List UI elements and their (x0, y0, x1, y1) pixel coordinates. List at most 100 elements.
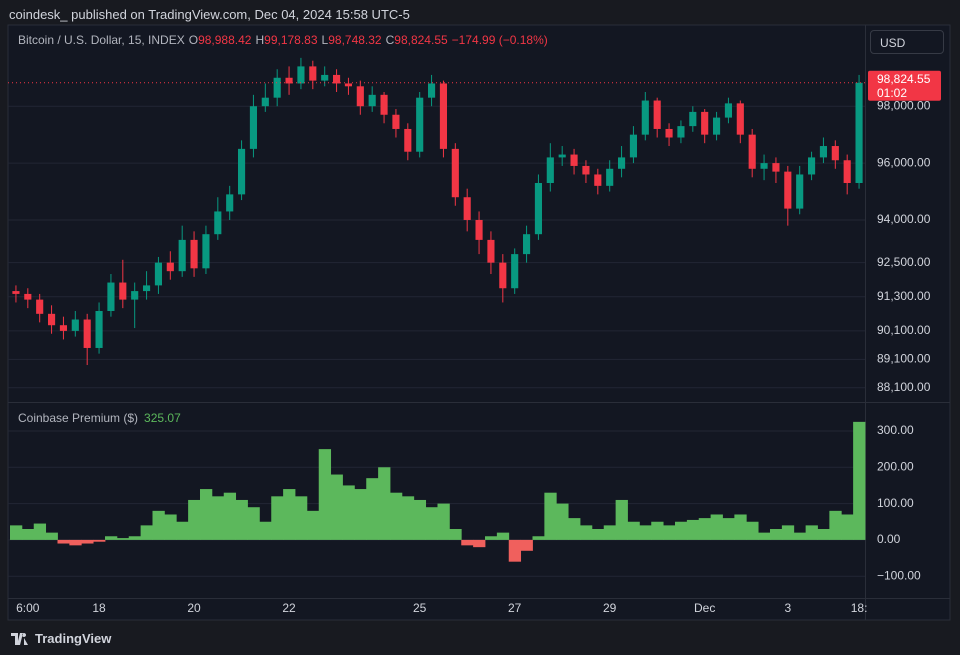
premium-bar (271, 496, 284, 540)
premium-bar (817, 529, 830, 540)
premium-bar (93, 539, 106, 542)
candle-body (48, 313, 56, 326)
premium-bar (413, 499, 427, 540)
premium-bar (698, 518, 712, 540)
premium-bar (235, 499, 248, 540)
premium-bar (318, 449, 332, 540)
candle-body (534, 183, 542, 235)
candle-body (760, 163, 768, 169)
premium-bar (354, 489, 367, 540)
candle-body (831, 146, 839, 161)
y-tick-label: −100.00 (877, 568, 921, 582)
premium-bar (211, 496, 225, 540)
premium-bar (591, 529, 605, 540)
premium-bar (295, 496, 308, 540)
candle-body (273, 77, 281, 98)
x-tick-label: 29 (603, 601, 617, 615)
series-header: Bitcoin / U.S. Dollar, 15, INDEX O98,988… (18, 33, 548, 47)
premium-bar (734, 514, 747, 540)
premium-bar (105, 536, 118, 540)
y-tick-label: 94,000.00 (877, 212, 931, 226)
candle-body (368, 94, 376, 107)
footer-brand: TradingView (35, 631, 112, 646)
candle-body (95, 310, 103, 348)
premium-bar (496, 532, 510, 540)
candle-body (796, 174, 804, 209)
candle-body (285, 77, 293, 84)
candle-body (558, 154, 566, 158)
candle-body (356, 86, 364, 107)
premium-bar (140, 525, 153, 540)
ohlc-value: 99,178.83 (264, 33, 318, 47)
premium-bar (164, 514, 177, 540)
candle-body (819, 146, 827, 158)
candle-body (511, 254, 519, 289)
premium-bar (81, 539, 94, 544)
candle-body (297, 66, 305, 84)
candle-body (202, 234, 210, 269)
y-tick-label: 200.00 (877, 459, 914, 473)
candle-body (618, 157, 626, 169)
indicator-header: Coinbase Premium ($) 325.07 (18, 411, 181, 425)
candle-body (772, 163, 780, 172)
y-tick-label: 300.00 (877, 423, 914, 437)
candle-body (178, 239, 186, 272)
premium-bar (603, 525, 617, 540)
premium-bar (580, 525, 593, 540)
premium-bar (520, 539, 533, 551)
candle-body (380, 94, 388, 115)
candle-body (249, 106, 257, 149)
candle-body (83, 319, 91, 348)
series-title: Bitcoin / U.S. Dollar, 15, INDEX (18, 33, 185, 47)
premium-bar (805, 525, 818, 540)
premium-bar (829, 510, 842, 540)
candle-body (843, 160, 851, 184)
candle-body (463, 197, 471, 220)
ohlc-label: C (385, 33, 395, 47)
candle-body (582, 165, 590, 175)
premium-bar (33, 523, 47, 540)
candle-body (214, 211, 222, 235)
candle-body (333, 74, 341, 84)
candle-body (499, 262, 507, 289)
premium-bar (283, 489, 296, 540)
candle-body (736, 103, 744, 135)
premium-bar (544, 492, 557, 540)
y-tick-label: 92,500.00 (877, 255, 931, 269)
currency-button[interactable]: USD (870, 30, 944, 54)
candle-body (71, 319, 79, 331)
candle-body (428, 83, 436, 98)
x-tick-label: 18 (92, 601, 106, 615)
candle-body (119, 282, 127, 300)
candle-body (309, 66, 317, 81)
premium-bar (21, 529, 35, 540)
candle-body (487, 239, 495, 263)
candle-body (344, 83, 352, 87)
candle-body (12, 291, 20, 294)
candle-body (570, 154, 578, 166)
ohlc-value: 98,988.42 (198, 33, 252, 47)
premium-bar (57, 539, 70, 544)
ohlc-label: O (188, 33, 199, 47)
premium-bar (568, 518, 581, 540)
premium-bar (247, 507, 260, 540)
ohlc-label: H (255, 33, 265, 47)
change: −174.99 (−0.18%) (451, 33, 548, 47)
premium-bar (425, 507, 438, 540)
last-price-box (868, 70, 941, 101)
premium-bar (330, 474, 343, 540)
premium-bar (200, 489, 213, 540)
candle-body (629, 134, 637, 158)
candle-body (677, 126, 685, 138)
premium-bar (627, 521, 640, 540)
candle-body (166, 262, 174, 272)
candle-body (701, 111, 709, 135)
candle-body (59, 325, 67, 331)
premium-bar (366, 478, 379, 540)
premium-bar (615, 499, 628, 540)
premium-bar (651, 521, 664, 540)
publisher: coindesk_ published on TradingView.com, … (9, 7, 410, 22)
candle-body (594, 174, 602, 186)
